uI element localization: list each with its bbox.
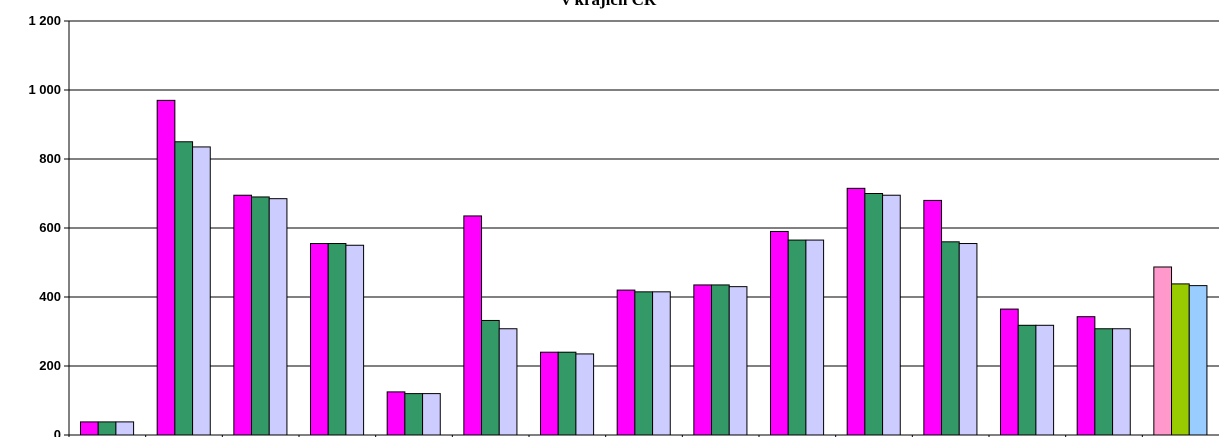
bar — [805, 239, 825, 436]
bar — [1000, 308, 1019, 436]
bar — [846, 187, 866, 436]
bar — [233, 194, 253, 436]
y-tick-label: 1 000 — [28, 82, 61, 97]
bar — [156, 99, 176, 436]
bar — [422, 393, 441, 436]
bar — [958, 243, 978, 436]
y-tick-labels: 0 200 400 600 800 1 000 1 200 — [28, 13, 61, 437]
y-tick-label: 200 — [39, 358, 61, 373]
bar — [327, 243, 347, 436]
bar — [310, 243, 329, 436]
bar — [693, 284, 713, 436]
bar — [1153, 266, 1173, 436]
bar — [1035, 324, 1055, 436]
bar — [498, 328, 518, 436]
bar — [634, 291, 654, 436]
bar — [1076, 316, 1096, 436]
bar — [882, 194, 901, 436]
bar — [1094, 328, 1114, 436]
bar — [652, 291, 671, 436]
y-tick-label: 600 — [39, 220, 61, 235]
bar — [1171, 283, 1190, 436]
bar — [192, 146, 211, 436]
bar — [787, 239, 807, 436]
bar — [115, 421, 135, 436]
bar — [404, 393, 424, 436]
bar — [1017, 324, 1037, 436]
bar — [616, 289, 636, 436]
bar — [575, 353, 595, 436]
bar — [941, 241, 960, 436]
bar — [463, 215, 483, 436]
y-tick-label: 0 — [54, 427, 61, 437]
bar — [557, 351, 577, 436]
bar — [923, 199, 943, 436]
bars — [80, 99, 1208, 436]
y-tick-label: 800 — [39, 151, 61, 166]
bar — [345, 244, 365, 436]
bar — [251, 196, 270, 436]
axes — [64, 20, 1219, 437]
bar — [174, 141, 194, 436]
bar — [97, 421, 117, 436]
bar — [481, 319, 500, 436]
bar — [80, 421, 99, 436]
bar — [1188, 285, 1208, 436]
chart-title: v krajích ČR — [562, 0, 657, 9]
bar — [770, 230, 789, 436]
bar — [386, 391, 406, 436]
y-tick-label: 1 200 — [28, 13, 61, 28]
bar — [728, 286, 748, 436]
bar — [711, 284, 730, 436]
bar — [268, 198, 288, 436]
bar — [540, 351, 559, 436]
y-tick-label: 400 — [39, 289, 61, 304]
bar — [864, 193, 884, 436]
bar — [1112, 328, 1131, 436]
